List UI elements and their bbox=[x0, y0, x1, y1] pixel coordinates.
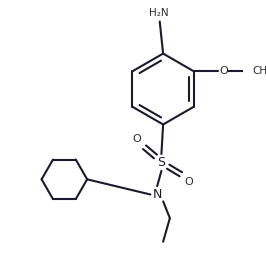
Text: H₂N: H₂N bbox=[149, 8, 169, 18]
Text: S: S bbox=[157, 156, 165, 169]
Text: O: O bbox=[132, 134, 141, 144]
Text: O: O bbox=[219, 66, 228, 76]
Text: N: N bbox=[152, 188, 162, 201]
Text: CH₃: CH₃ bbox=[253, 66, 266, 76]
Text: O: O bbox=[184, 177, 193, 187]
